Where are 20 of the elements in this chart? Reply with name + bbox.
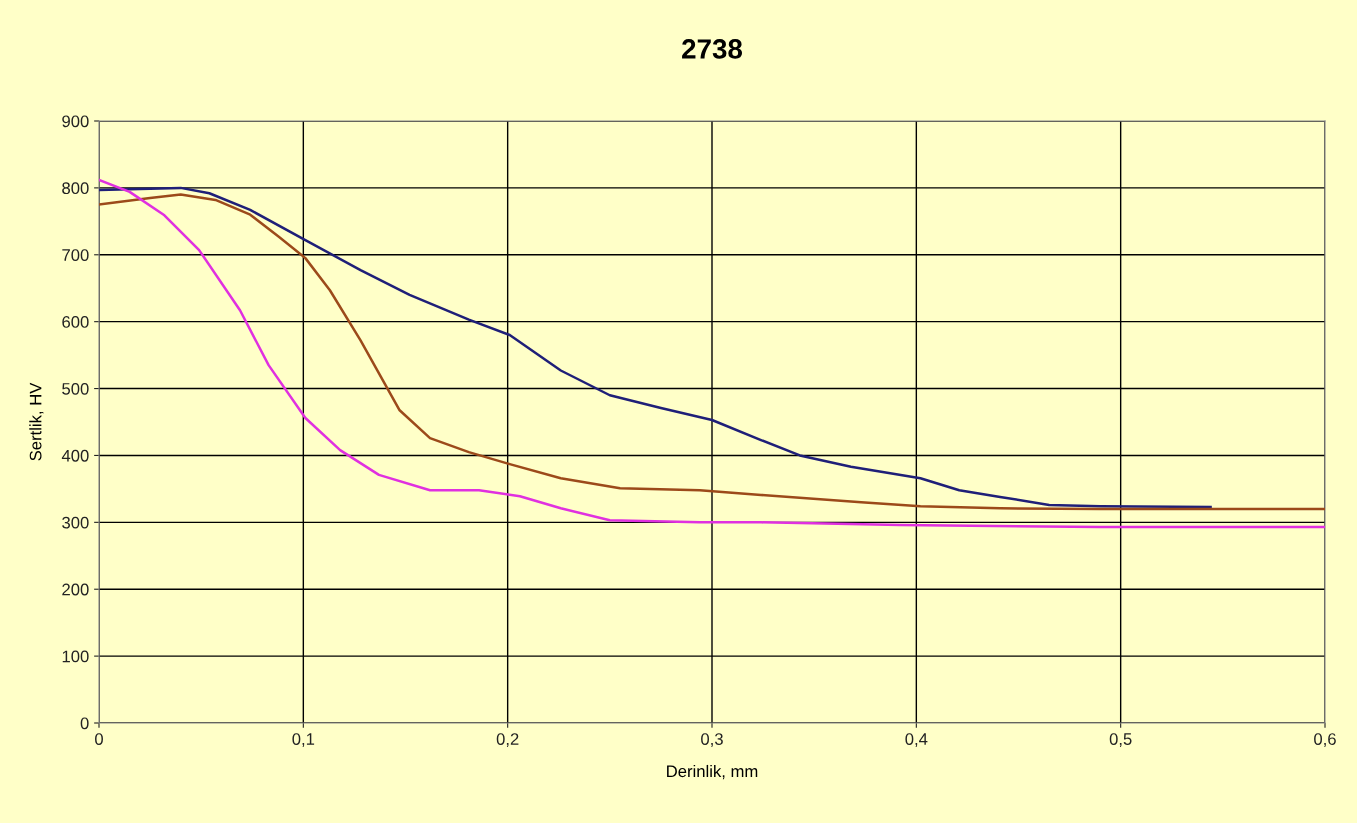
x-tick-label: 0 <box>95 733 103 745</box>
y-tick-label: 100 <box>62 650 89 663</box>
x-tick-label: 0,5 <box>1109 733 1132 747</box>
x-tick-label: 0,6 <box>1314 733 1336 747</box>
x-tick-label: 0,1 <box>292 733 315 747</box>
x-axis-title: Derinlik, mm <box>667 764 758 780</box>
y-tick-label: 800 <box>62 182 89 195</box>
y-tick-label: 0 <box>80 717 89 730</box>
y-tick-label: 500 <box>62 382 89 395</box>
y-tick-label: 700 <box>62 249 89 261</box>
x-tick-label: 0,3 <box>701 733 723 747</box>
y-tick-label: 600 <box>62 316 89 328</box>
x-tick-label: 0,2 <box>496 733 519 747</box>
y-tick-label: 300 <box>62 516 89 529</box>
x-tick-label: 0,4 <box>905 733 928 747</box>
chart-title: 2738 <box>682 39 743 59</box>
y-tick-label: 900 <box>62 115 89 128</box>
y-axis-title: Sertlik, HV <box>29 382 44 461</box>
y-tick-label: 200 <box>62 583 89 596</box>
y-tick-label: 400 <box>61 449 89 462</box>
